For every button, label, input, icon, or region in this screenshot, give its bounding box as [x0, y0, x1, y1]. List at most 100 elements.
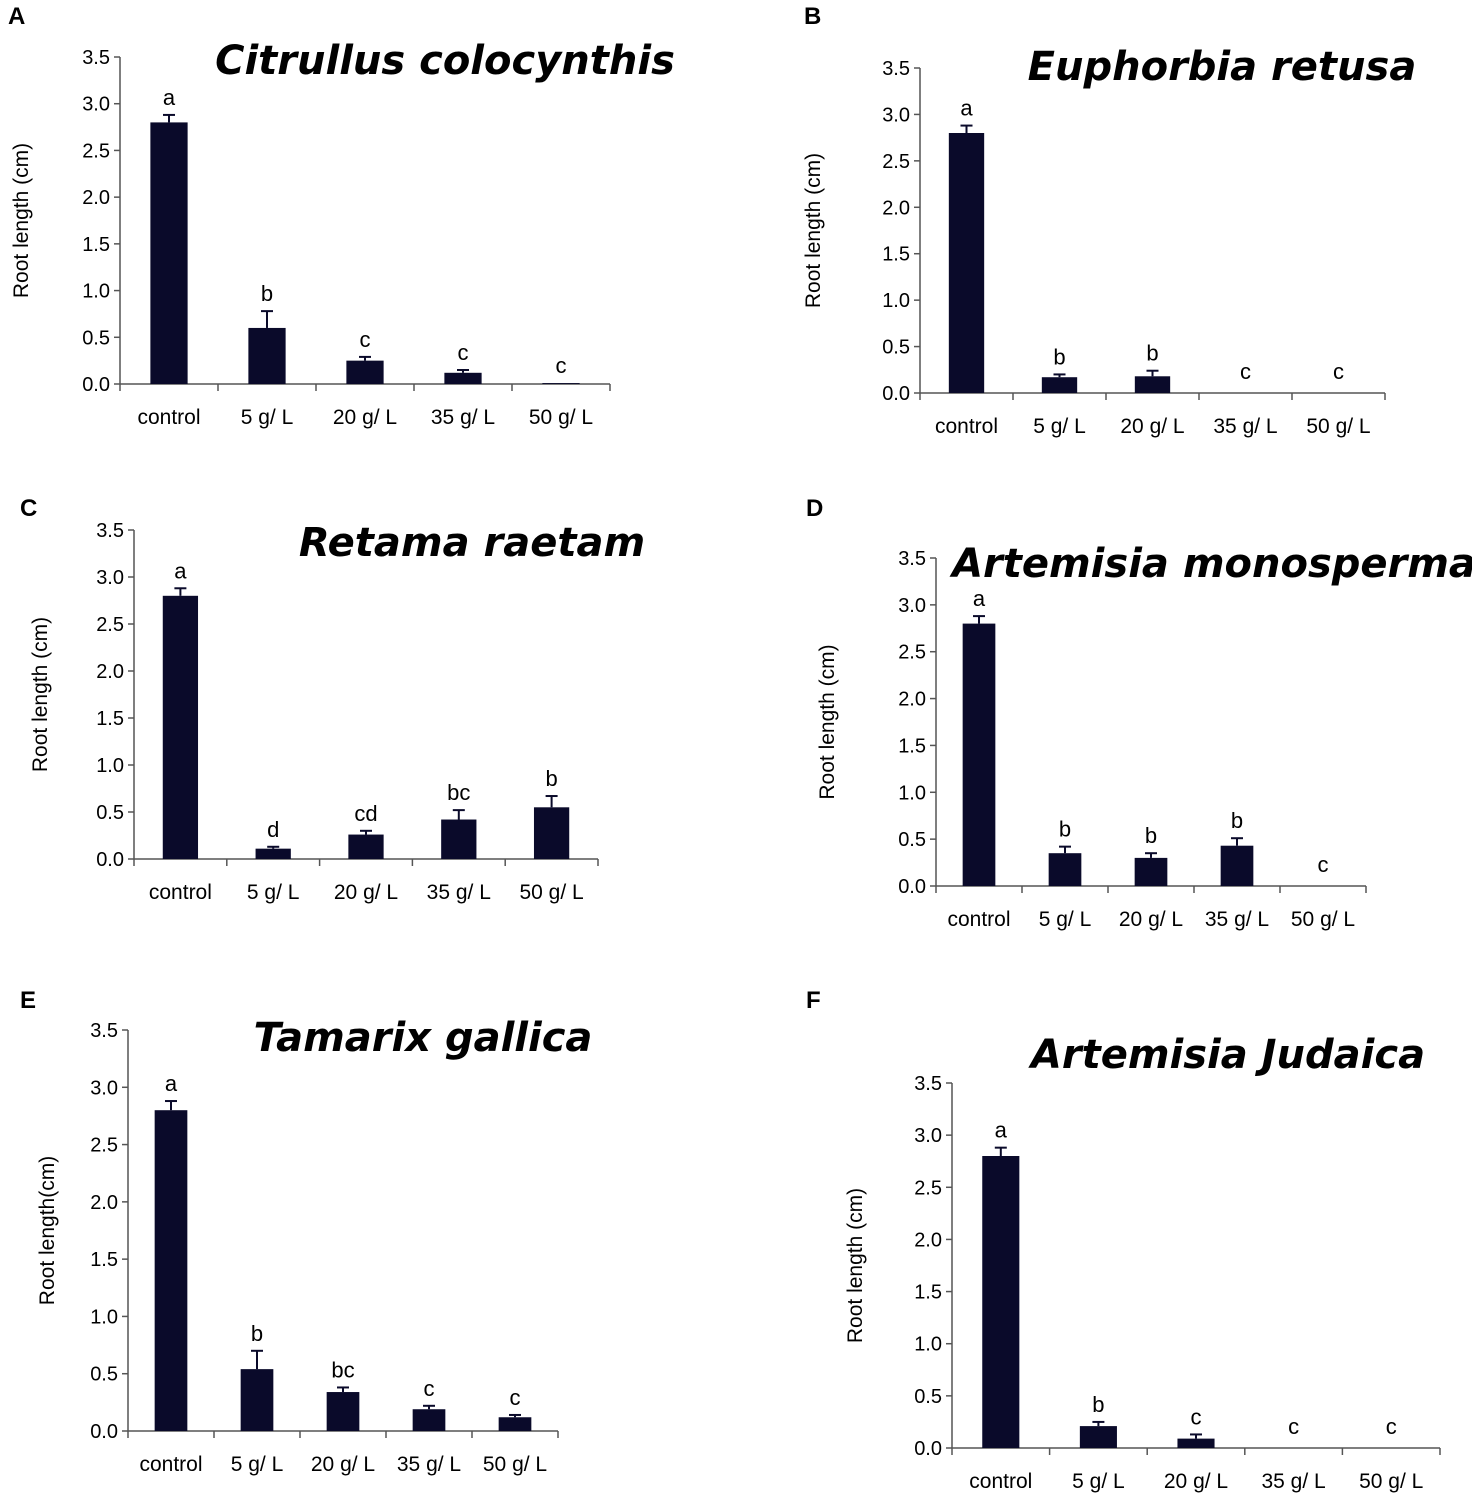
y-tick-label-b: 2.0	[882, 197, 910, 219]
x-category-label-f: 50 g/ L	[1359, 1470, 1423, 1493]
significance-letter-b: c	[1333, 359, 1344, 384]
bar-e-5	[498, 1417, 532, 1431]
bar-e-3	[326, 1392, 360, 1431]
y-tick-label-a: 3.0	[82, 94, 110, 116]
significance-letter-f: c	[1288, 1414, 1299, 1439]
chart-title-f: Artemisia Judaica	[1028, 1032, 1425, 1078]
bar-a-4	[444, 372, 482, 384]
panel-letter-b: B	[804, 3, 821, 30]
significance-letter-c: bc	[447, 780, 470, 805]
x-category-label-b: 5 g/ L	[1033, 415, 1086, 438]
chart-title-c: Retama raetam	[299, 520, 645, 566]
y-tick-label-a: 1.5	[82, 234, 110, 256]
significance-letter-b: b	[1146, 341, 1158, 366]
significance-letter-e: bc	[331, 1357, 354, 1382]
x-category-label-d: 50 g/ L	[1291, 908, 1355, 931]
y-tick-label-e: 0.0	[90, 1421, 118, 1443]
x-category-label-a: 50 g/ L	[529, 406, 593, 429]
y-tick-label-c: 1.5	[96, 708, 124, 730]
y-tick-label-f: 0.5	[914, 1386, 942, 1408]
significance-letter-c: cd	[354, 801, 377, 826]
significance-letter-f: b	[1092, 1392, 1104, 1417]
bar-a-2	[248, 327, 286, 384]
bar-e-1	[154, 1110, 188, 1431]
bar-a-5	[542, 383, 580, 384]
panel-letter-a: A	[8, 3, 25, 30]
y-tick-label-d: 2.0	[898, 689, 926, 711]
x-category-label-c: 20 g/ L	[334, 881, 398, 904]
x-category-label-c: 50 g/ L	[519, 881, 583, 904]
x-category-label-c: control	[149, 881, 212, 904]
y-tick-label-c: 2.0	[96, 661, 124, 683]
significance-letter-c: a	[174, 558, 187, 583]
y-tick-label-b: 1.5	[882, 244, 910, 266]
panel-letter-c: C	[20, 495, 37, 522]
bar-c-1	[162, 595, 199, 859]
y-axis-title-c: Root length (cm)	[29, 617, 52, 772]
significance-letter-d: a	[973, 586, 986, 611]
y-tick-label-b: 3.0	[882, 104, 910, 126]
significance-letter-b: c	[1240, 359, 1251, 384]
y-tick-label-c: 1.0	[96, 755, 124, 777]
y-tick-label-c: 3.0	[96, 567, 124, 589]
significance-letter-f: a	[995, 1118, 1008, 1143]
y-tick-label-e: 3.0	[90, 1077, 118, 1099]
x-category-label-f: 20 g/ L	[1164, 1470, 1228, 1493]
y-tick-label-b: 1.0	[882, 290, 910, 312]
significance-letter-a: c	[556, 353, 567, 378]
bar-c-4	[441, 819, 477, 859]
chart-title-a: Citrullus colocynthis	[215, 38, 675, 84]
significance-letter-f: c	[1386, 1414, 1397, 1439]
y-tick-label-a: 0.0	[82, 374, 110, 396]
bar-d-1	[962, 623, 996, 886]
panel-letter-d: D	[806, 495, 823, 522]
y-tick-label-d: 0.5	[898, 829, 926, 851]
y-tick-label-c: 0.5	[96, 802, 124, 824]
bar-e-4	[412, 1409, 446, 1431]
bar-c-3	[348, 834, 384, 859]
significance-letter-c: d	[267, 817, 279, 842]
significance-letter-e: a	[165, 1071, 178, 1096]
significance-letter-d: b	[1059, 817, 1071, 842]
y-tick-label-e: 2.5	[90, 1135, 118, 1157]
significance-letter-b: b	[1053, 344, 1065, 369]
x-category-label-a: 5 g/ L	[241, 406, 294, 429]
x-category-label-c: 5 g/ L	[247, 881, 300, 904]
significance-letter-e: c	[424, 1376, 435, 1401]
y-tick-label-a: 0.5	[82, 327, 110, 349]
x-category-label-e: 50 g/ L	[483, 1453, 547, 1476]
bar-b-3	[1134, 376, 1171, 393]
y-tick-label-d: 3.5	[898, 548, 926, 570]
y-axis-title-a: Root length (cm)	[10, 143, 33, 298]
y-tick-label-a: 3.5	[82, 47, 110, 69]
y-tick-label-f: 2.0	[914, 1229, 942, 1251]
y-tick-label-e: 2.0	[90, 1192, 118, 1214]
y-tick-label-c: 2.5	[96, 614, 124, 636]
bar-a-3	[346, 360, 384, 384]
y-tick-label-b: 3.5	[882, 58, 910, 80]
x-category-label-f: 5 g/ L	[1072, 1470, 1125, 1493]
x-category-label-e: 20 g/ L	[311, 1453, 375, 1476]
x-category-label-f: control	[969, 1470, 1032, 1493]
y-tick-label-e: 0.5	[90, 1364, 118, 1386]
chart-title-b: Euphorbia retusa	[1028, 44, 1417, 90]
y-tick-label-c: 3.5	[96, 520, 124, 542]
x-category-label-d: 35 g/ L	[1205, 908, 1269, 931]
y-tick-label-e: 1.0	[90, 1306, 118, 1328]
x-category-label-d: 20 g/ L	[1119, 908, 1183, 931]
panel-letter-e: E	[20, 987, 36, 1014]
x-category-label-f: 35 g/ L	[1261, 1470, 1325, 1493]
y-tick-label-e: 3.5	[90, 1020, 118, 1042]
y-tick-label-a: 2.0	[82, 187, 110, 209]
chart-title-e: Tamarix gallica	[254, 1015, 593, 1061]
bar-e-2	[240, 1369, 274, 1431]
bar-a-1	[150, 122, 188, 385]
y-tick-label-b: 2.5	[882, 151, 910, 173]
x-category-label-d: 5 g/ L	[1039, 908, 1092, 931]
significance-letter-d: b	[1231, 808, 1243, 833]
y-tick-label-f: 2.5	[914, 1177, 942, 1199]
x-category-label-a: 35 g/ L	[431, 406, 495, 429]
y-tick-label-d: 2.5	[898, 642, 926, 664]
y-tick-label-f: 3.5	[914, 1073, 942, 1095]
